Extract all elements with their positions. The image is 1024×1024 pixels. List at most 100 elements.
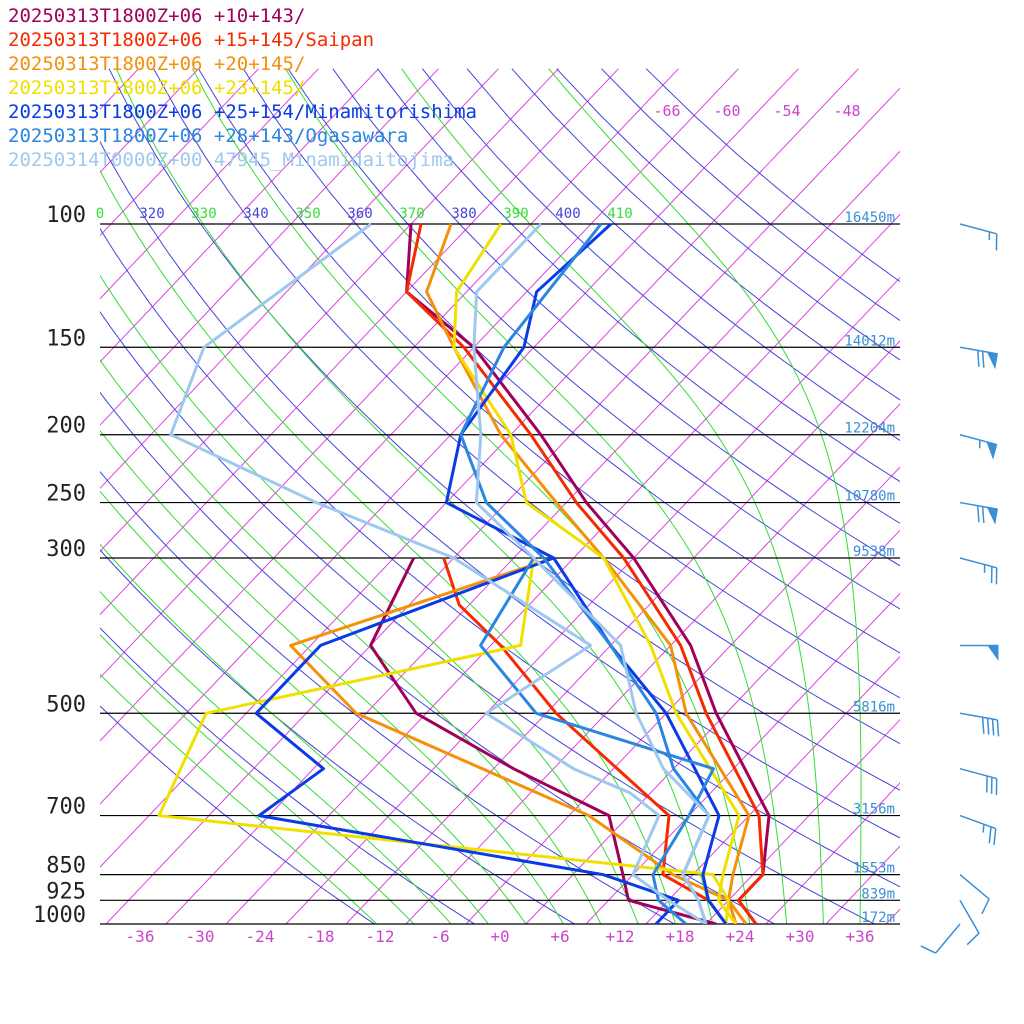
pressure-label: 700 [46, 795, 86, 820]
height-label: 5816m [853, 699, 895, 715]
dewpoint-profile-line [157, 557, 730, 924]
isotherm-line [0, 69, 19, 924]
theta-label: 340 [243, 206, 268, 222]
wind-barb-feather [996, 719, 1000, 737]
wind-barb-shaft [959, 712, 998, 721]
legend-entry: 20250314T0000Z+00 47945_Minamidaitojima [8, 149, 454, 171]
theta-label: 370 [399, 206, 424, 222]
dewpoint-profile-line [479, 557, 715, 924]
wind-barb-pennant [986, 506, 999, 525]
wind-barb [959, 501, 999, 525]
temperature-profile-line [405, 223, 765, 924]
dewpoint-profile-line [442, 557, 728, 924]
temperature-tick-label: +0 [490, 927, 509, 946]
wind-barb-shaft [959, 223, 997, 235]
isotherm-line [525, 529, 900, 924]
isotherm-line [285, 276, 900, 924]
wind-barb [959, 767, 998, 796]
isobar-lines [100, 223, 900, 925]
wind-barb-feather [981, 506, 985, 524]
wind-barb [959, 346, 999, 370]
height-label: 172m [861, 910, 895, 926]
temperature-tick-label: -24 [246, 927, 275, 946]
temperature-tick-label: +6 [550, 927, 569, 946]
wind-barb-shaft [959, 874, 990, 900]
dry-adiabat-line [100, 627, 476, 924]
theta-label: 390 [503, 206, 528, 222]
dry-adiabat-line [153, 68, 900, 745]
sounding-series [157, 222, 771, 924]
isotherm-line [405, 403, 900, 924]
theta-label: 350 [295, 206, 320, 222]
wind-barb-feather [981, 898, 990, 915]
moist-adiabat-line [285, 68, 788, 924]
moist-adiabat-line [548, 68, 862, 924]
theta-label: 380 [451, 206, 476, 222]
moist-adiabat-line [100, 634, 415, 924]
temperature-tick-label: -30 [186, 927, 215, 946]
wind-barb-feather [976, 350, 980, 367]
height-label: 1553m [853, 861, 895, 877]
legend-entry: 20250313T1800Z+06 +23+145/ [8, 77, 305, 99]
theta-label: 320 [139, 206, 164, 222]
wind-barb-feather [991, 718, 995, 736]
theta-label: 400 [555, 206, 580, 222]
wind-barb [959, 557, 998, 585]
temperature-profile-line [472, 222, 711, 924]
wind-barb-feather [993, 828, 997, 846]
isotherm-line [100, 68, 499, 489]
dry-adiabat-line [100, 310, 876, 924]
height-label: 14012m [844, 333, 895, 349]
isotherm-line [100, 68, 319, 300]
isotherm-line [765, 782, 900, 924]
isotherm-line [585, 592, 900, 924]
dry-adiabat-line [100, 705, 376, 924]
wind-barb-pennant [987, 644, 999, 662]
moist-adiabat-line [100, 274, 639, 924]
moist-adiabat-line [401, 68, 824, 924]
wind-barbs [920, 223, 1000, 954]
isotherm-line [100, 68, 559, 553]
moist-adiabat-line [100, 590, 452, 924]
moist-adiabat-line [100, 543, 490, 924]
temperature-tick-label: +36 [846, 927, 875, 946]
isotherm-line [100, 68, 439, 426]
wind-barb-shaft [934, 923, 961, 954]
wind-barb-pennant [986, 441, 998, 460]
theta-label: 410 [607, 206, 632, 222]
dry-adiabat-line [108, 68, 900, 791]
wind-barb [959, 899, 980, 946]
moist-adiabat-line [191, 68, 751, 924]
isotherm-line [100, 68, 259, 237]
isotherm-line [100, 68, 799, 805]
pressure-label: 500 [46, 692, 86, 717]
pressure-label: 100 [46, 203, 86, 228]
isotherm-line [1006, 69, 1024, 924]
wind-barb [960, 644, 999, 662]
dewpoint-profile-line [369, 557, 717, 924]
height-label: 16450m [844, 210, 895, 226]
legend-entry: 20250313T1800Z+06 +28+143/Ogasawara [8, 125, 408, 147]
pressure-label: 200 [46, 414, 86, 439]
isotherm-top-label: -60 [713, 102, 740, 120]
dry-adiabat-line [100, 227, 900, 888]
temperature-tick-label: +24 [726, 927, 755, 946]
isotherm-line [885, 908, 900, 924]
wind-barb [920, 923, 961, 954]
wind-barb [959, 814, 997, 846]
theta-label: 330 [191, 206, 216, 222]
moist-adiabat-line [100, 429, 564, 924]
wind-barb [959, 712, 1000, 737]
pressure-label: 925 [46, 879, 86, 904]
dry-adiabat-line [421, 68, 900, 483]
wind-barb-feather [981, 351, 985, 368]
wind-barb-pennant [986, 351, 999, 370]
wind-barb-feather [966, 932, 980, 946]
dry-adiabat-line [100, 470, 676, 924]
isotherm-top-label: -48 [833, 102, 860, 120]
dewpoint-profile-line [254, 556, 680, 924]
wind-barb-shaft [959, 899, 980, 934]
temperature-profile-line [444, 222, 728, 924]
isotherm-line [100, 68, 679, 679]
